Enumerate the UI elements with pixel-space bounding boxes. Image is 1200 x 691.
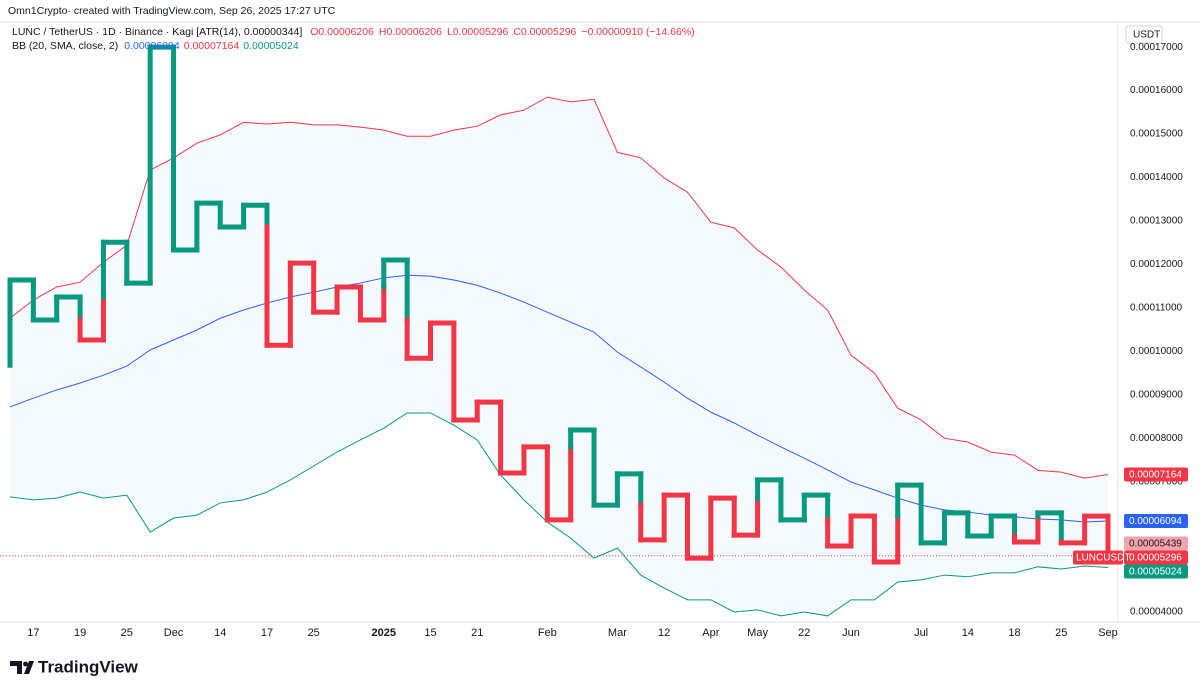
ohlc-value: 0.00006206 bbox=[318, 26, 374, 38]
kagi-line bbox=[7, 44, 1111, 565]
band-line bbox=[9, 96, 1109, 479]
currency-box[interactable] bbox=[1125, 25, 1163, 44]
logo-dot bbox=[23, 661, 28, 667]
y-tick-label: 0.00008000 bbox=[1130, 433, 1183, 444]
price-label: 0.00006094 bbox=[1129, 516, 1182, 527]
currency[interactable]: USDT bbox=[1133, 30, 1160, 41]
x-tick-label: 14 bbox=[214, 627, 226, 639]
x-tick-label: Dec bbox=[164, 627, 184, 639]
indicator-value: 0.00006094 bbox=[124, 40, 180, 52]
brand-logo bbox=[10, 661, 34, 674]
price-label-box bbox=[1124, 536, 1188, 551]
price-label-box bbox=[1124, 514, 1188, 529]
x-tick-label: Apr bbox=[702, 627, 719, 639]
x-tick-label: 17 bbox=[27, 627, 39, 639]
y-tick-label: 0.00016000 bbox=[1130, 85, 1183, 96]
x-tick-label: 17 bbox=[261, 627, 273, 639]
symbol-tag-box bbox=[1073, 550, 1123, 565]
x-tick-label: 12 bbox=[658, 627, 670, 639]
y-tick-label: 0.00009000 bbox=[1130, 389, 1183, 400]
price-label: 0.00005024 bbox=[1129, 567, 1182, 578]
x-tick-label: 15 bbox=[424, 627, 436, 639]
x-tick-label: 14 bbox=[962, 627, 974, 639]
band-line bbox=[9, 274, 1109, 523]
ohlc-key: C bbox=[513, 26, 521, 38]
x-tick-label: 19 bbox=[74, 627, 86, 639]
x-tick-label: Jul bbox=[914, 627, 928, 639]
price-label-box bbox=[1124, 564, 1188, 579]
symbol-tag: LUNCUSDT bbox=[1076, 553, 1130, 564]
y-tick-label: 0.00011000 bbox=[1130, 302, 1183, 313]
band-fill bbox=[10, 97, 1108, 616]
x-tick-label: Jun bbox=[842, 627, 860, 639]
ohlc-key: H bbox=[379, 26, 387, 38]
indicator-value: 0.00007164 bbox=[184, 40, 240, 52]
price-label: 0.00005439 bbox=[1129, 539, 1182, 550]
symbol: LUNC / TetherUS · 1D · Binance · Kagi [A… bbox=[12, 26, 302, 38]
logo-slash bbox=[24, 661, 34, 674]
x-tick-label: 2025 bbox=[372, 627, 396, 639]
x-tick-label: Mar bbox=[608, 627, 627, 639]
indicator-line: BB (20, SMA, close, 2) 0.00006094 0.000071… bbox=[12, 40, 299, 52]
x-tick-label: 25 bbox=[308, 627, 320, 639]
y-tick-label: 0.00012000 bbox=[1130, 259, 1183, 270]
y-tick-label: 0.00014000 bbox=[1130, 172, 1183, 183]
band-line bbox=[9, 412, 1109, 617]
attribution: Omn1Crypto· created with TradingView.com… bbox=[8, 5, 336, 17]
x-tick-label: 25 bbox=[1055, 627, 1067, 639]
ohlc-value: 0.00006206 bbox=[387, 26, 443, 38]
y-tick-label: 0.00015000 bbox=[1130, 129, 1183, 140]
y-tick-label: 0.00007000 bbox=[1130, 476, 1183, 487]
price-label: 0.00007164 bbox=[1129, 470, 1182, 481]
symbol-line: LUNC / TetherUS · 1D · Binance · Kagi [A… bbox=[12, 26, 695, 38]
price-label: 0.00005296 bbox=[1129, 553, 1182, 564]
x-tick-label: 21 bbox=[471, 627, 483, 639]
y-tick-label: 0.00013000 bbox=[1130, 216, 1183, 227]
ohlc-key: O bbox=[310, 26, 318, 38]
x-tick-label: 18 bbox=[1008, 627, 1020, 639]
x-tick-label: May bbox=[747, 627, 768, 639]
ohlc-value: 0.00005296 bbox=[453, 26, 509, 38]
y-tick-label: 0.00010000 bbox=[1130, 346, 1183, 357]
y-tick-label: 0.00017000 bbox=[1130, 42, 1183, 53]
logo-mark bbox=[10, 661, 22, 674]
price-label-box bbox=[1124, 467, 1188, 482]
price-label-box bbox=[1124, 550, 1188, 565]
x-tick-label: 22 bbox=[798, 627, 810, 639]
x-tick-label: Feb bbox=[538, 627, 557, 639]
change: −0.00000910 (−14.66%) bbox=[581, 26, 694, 38]
brand: TradingView bbox=[38, 657, 139, 676]
ohlc-value: 0.00005296 bbox=[521, 26, 577, 38]
plot-area bbox=[0, 44, 1118, 617]
x-tick-label: Sep bbox=[1098, 627, 1118, 639]
ohlc-key: L bbox=[447, 26, 453, 38]
indicator: BB (20, SMA, close, 2) bbox=[12, 40, 118, 52]
indicator-value: 0.00005024 bbox=[243, 40, 299, 52]
x-tick-label: 25 bbox=[121, 627, 133, 639]
y-tick-label: 0.00004000 bbox=[1130, 607, 1183, 618]
